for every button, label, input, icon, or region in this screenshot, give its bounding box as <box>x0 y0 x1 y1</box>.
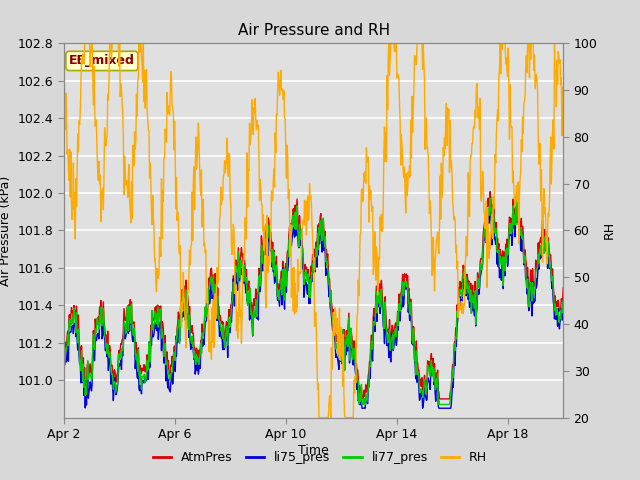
Text: EE_mixed: EE_mixed <box>69 54 135 67</box>
Legend: AtmPres, li75_pres, li77_pres, RH: AtmPres, li75_pres, li77_pres, RH <box>148 446 492 469</box>
Y-axis label: RH: RH <box>603 221 616 240</box>
Y-axis label: Air Pressure (kPa): Air Pressure (kPa) <box>0 175 12 286</box>
Title: Air Pressure and RH: Air Pressure and RH <box>237 23 390 38</box>
X-axis label: Time: Time <box>298 444 329 457</box>
